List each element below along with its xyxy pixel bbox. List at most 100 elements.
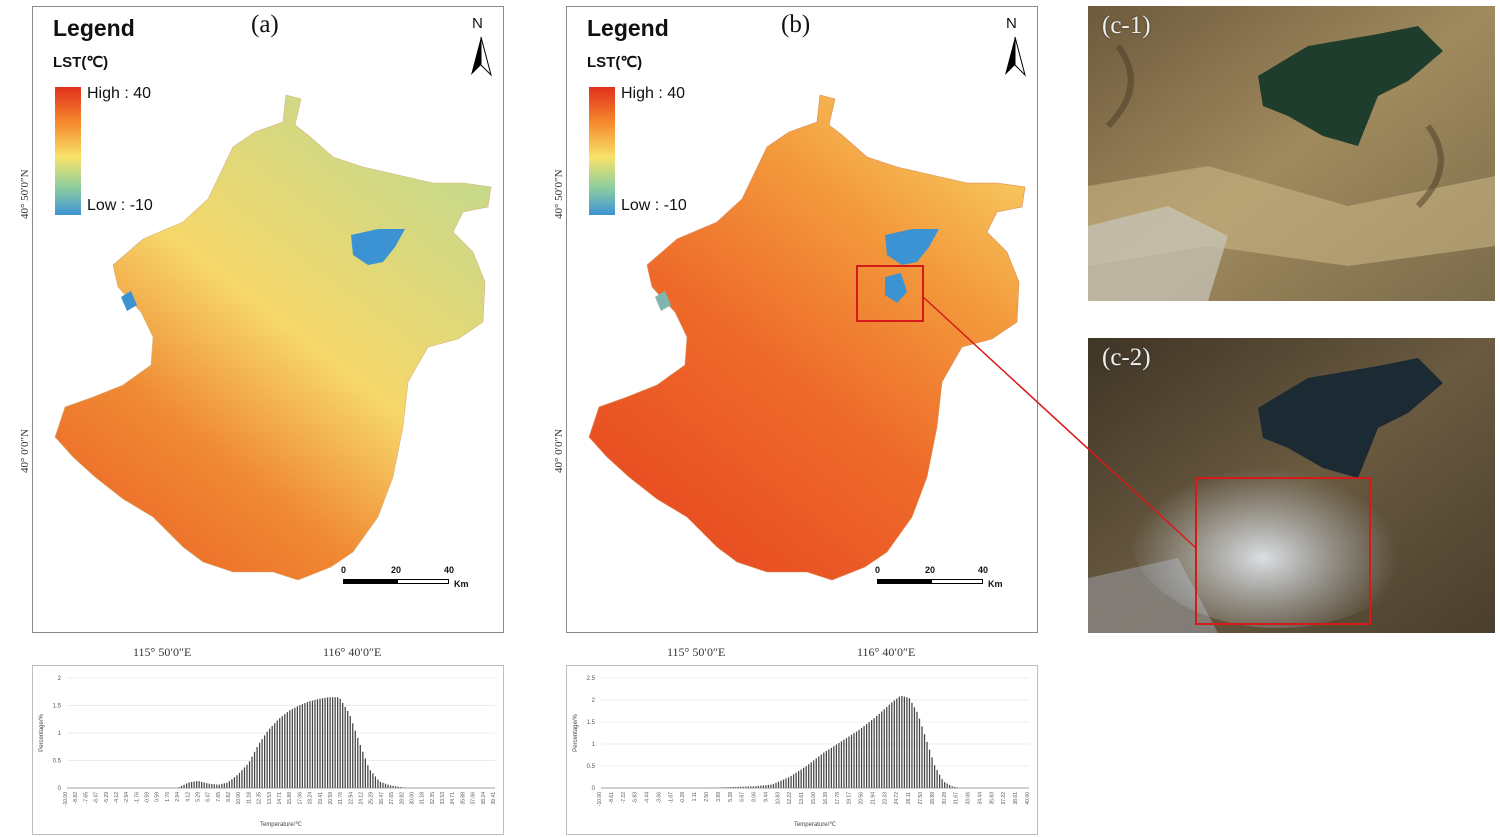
x-tick-label: 31.18 bbox=[420, 792, 426, 805]
histogram-bar bbox=[918, 718, 921, 788]
reservoir-b bbox=[885, 229, 939, 265]
histogram-bar bbox=[291, 709, 293, 788]
legend-low-label: Low : -10 bbox=[87, 197, 153, 214]
histogram-bar bbox=[324, 697, 326, 788]
histogram-bar bbox=[301, 704, 304, 788]
x-tick-label: -1.76 bbox=[134, 792, 140, 804]
scale-label-20: 20 bbox=[391, 565, 402, 575]
panel-label-b: (b) bbox=[781, 11, 811, 38]
x-tick-label: -8.82 bbox=[73, 792, 79, 804]
x-tick-label: 24.72 bbox=[894, 792, 900, 805]
histogram-bar bbox=[309, 701, 311, 788]
scale-label-0: 0 bbox=[341, 565, 347, 575]
x-tick-label: 4.12 bbox=[185, 792, 191, 802]
histogram-bar bbox=[223, 783, 225, 788]
satellite-scene-c1 bbox=[1088, 6, 1495, 301]
histogram-bar bbox=[248, 761, 251, 788]
histogram-a: 0 0.5 1 1.5 2 -10.00 -8.82 -7.65 -6.47 -5.29 -4.12… bbox=[32, 665, 504, 835]
histogram-bar bbox=[855, 731, 858, 788]
lst-map-a bbox=[54, 94, 492, 581]
histogram-bar bbox=[883, 709, 885, 788]
histogram-bar bbox=[820, 754, 822, 788]
x-tick-label: 22.94 bbox=[348, 792, 354, 805]
histogram-bar bbox=[805, 766, 807, 788]
x-tick-label: 14.71 bbox=[277, 792, 283, 805]
histogram-bar bbox=[888, 704, 890, 788]
scale-unit: Km bbox=[988, 579, 1003, 589]
histogram-bar bbox=[216, 784, 218, 788]
histogram-bar bbox=[357, 738, 359, 788]
histogram-bar bbox=[923, 734, 926, 788]
x-tick-label: 7.65 bbox=[216, 792, 222, 802]
histogram-bar bbox=[911, 702, 913, 788]
histogram-bar bbox=[740, 786, 742, 788]
histogram-bar bbox=[354, 730, 356, 788]
x-tick-label: 27.65 bbox=[389, 792, 395, 805]
histogram-bar bbox=[730, 787, 732, 788]
x-tick-label: -4.12 bbox=[114, 792, 120, 804]
histogram-bar bbox=[727, 787, 729, 788]
histogram-bar bbox=[188, 782, 190, 788]
histogram-bar bbox=[211, 783, 213, 788]
histogram-bar bbox=[865, 724, 868, 788]
histogram-bar bbox=[750, 786, 752, 788]
legend-unit: LST(℃) bbox=[53, 54, 109, 71]
satellite-scene-c2 bbox=[1088, 338, 1495, 633]
x-tick-label: 2.50 bbox=[704, 792, 710, 802]
x-tick-label: 8.06 bbox=[752, 792, 758, 802]
histogram-bar bbox=[860, 727, 863, 788]
x-tick-label: 5.28 bbox=[728, 792, 734, 802]
x-tick-label: 24.12 bbox=[359, 792, 365, 805]
histogram-bar bbox=[954, 786, 956, 788]
x-tick-label: 18.24 bbox=[308, 792, 314, 805]
satellite-label-c1: (c-1) bbox=[1102, 12, 1151, 39]
x-tick-label: 0.59 bbox=[155, 792, 161, 802]
x-tick-label: 31.67 bbox=[954, 792, 960, 805]
histogram-bar bbox=[397, 786, 399, 788]
x-tick-label: 21.76 bbox=[338, 792, 344, 805]
satellite-image-c2: (c-2) bbox=[1088, 338, 1495, 633]
histogram-bar bbox=[792, 774, 795, 788]
lat-label: 40° 50′0″N bbox=[19, 169, 31, 219]
y-tick-label: 0.5 bbox=[587, 764, 596, 770]
legend-unit: LST(℃) bbox=[587, 54, 643, 71]
histogram-bar bbox=[369, 770, 372, 788]
histogram-bar bbox=[342, 702, 344, 788]
histogram-bar bbox=[289, 710, 291, 788]
histogram-bar bbox=[198, 781, 200, 788]
color-ramp bbox=[589, 87, 615, 215]
lon-label: 115° 50′0″E bbox=[667, 645, 726, 659]
histogram-bar bbox=[893, 700, 895, 788]
histogram-bar bbox=[299, 705, 301, 788]
histogram-bar bbox=[276, 720, 278, 788]
y-tick-label: 0 bbox=[592, 786, 596, 792]
histogram-bar bbox=[873, 718, 875, 788]
x-tick-label: 34.44 bbox=[977, 792, 983, 805]
haze-box bbox=[1195, 477, 1371, 625]
histogram-bar bbox=[891, 702, 893, 788]
scale-label-20: 20 bbox=[925, 565, 936, 575]
histogram-bar bbox=[848, 736, 850, 788]
histogram-bar bbox=[881, 711, 883, 788]
histogram-bar bbox=[238, 772, 241, 788]
histogram-bar bbox=[762, 785, 765, 788]
x-tick-label: 27.50 bbox=[918, 792, 924, 805]
histogram-bar bbox=[349, 715, 351, 788]
x-tick-label: -3.06 bbox=[656, 792, 662, 804]
x-tick-label: 3.89 bbox=[716, 792, 722, 802]
histogram-bar bbox=[800, 769, 802, 788]
x-tick-label: -7.22 bbox=[621, 792, 627, 804]
x-tick-label: 38.24 bbox=[481, 792, 487, 805]
histogram-bar bbox=[933, 765, 936, 788]
histogram-bar bbox=[359, 745, 361, 788]
x-tick-label: 20.56 bbox=[859, 792, 865, 805]
histogram-bar bbox=[193, 781, 195, 788]
x-tick-label: 23.33 bbox=[882, 792, 888, 805]
histogram-bar bbox=[737, 786, 739, 788]
histogram-bar bbox=[367, 765, 369, 788]
histogram-bar bbox=[838, 742, 840, 788]
histogram-bar bbox=[775, 782, 777, 788]
reservoir-a bbox=[351, 229, 405, 265]
histogram-bar bbox=[835, 744, 838, 788]
histogram-bar bbox=[785, 778, 787, 788]
